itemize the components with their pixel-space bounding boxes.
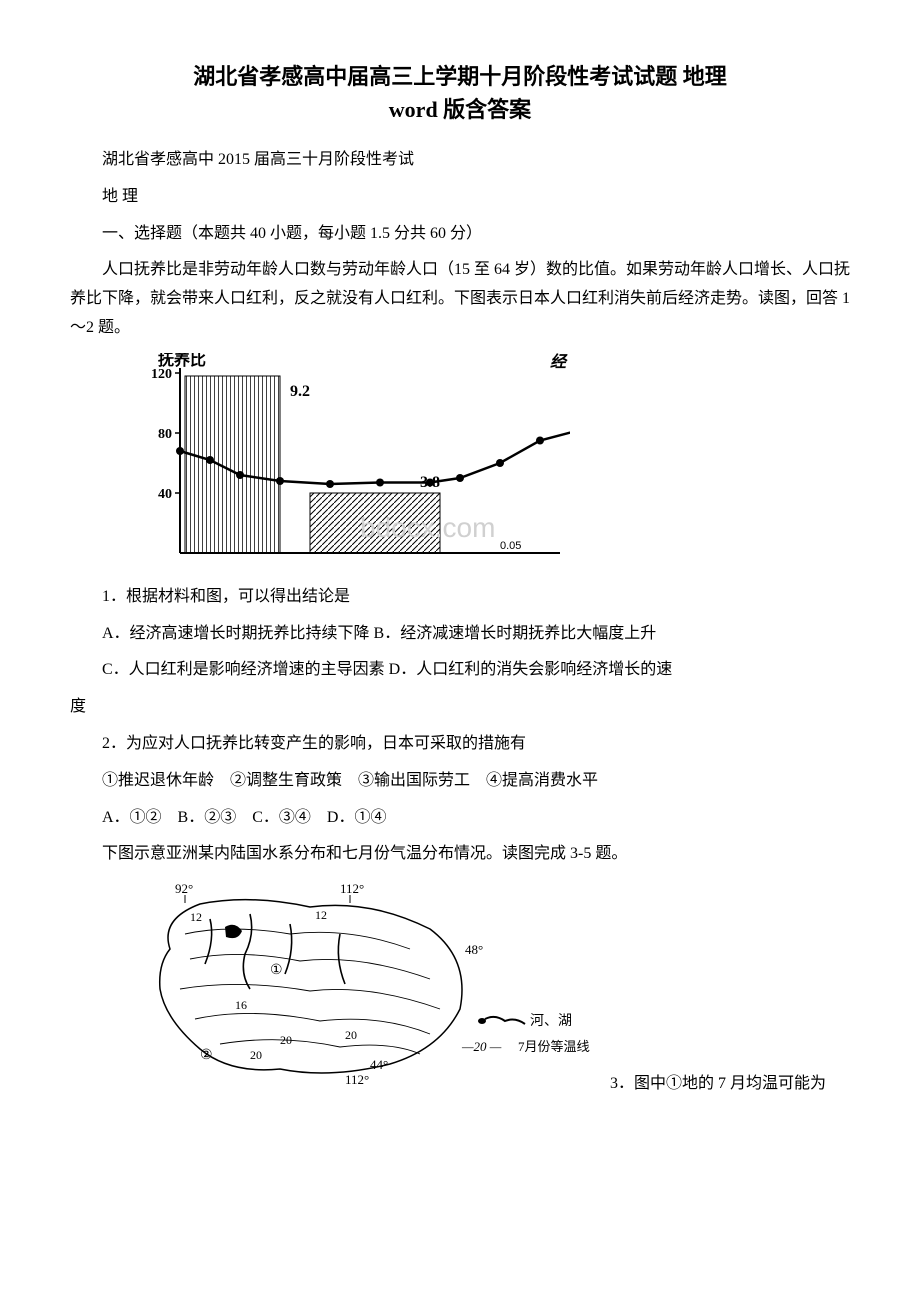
svg-text:抚养比: 抚养比 [158, 353, 206, 369]
svg-text:①: ① [270, 963, 283, 978]
question-1-ab: A．经济高速增长时期抚养比持续下降 B．经济减速增长时期抚养比大幅度上升 [70, 620, 850, 649]
svg-text:112°: 112° [345, 1072, 369, 1087]
section-heading: 一、选择题（本题共 40 小题，每小题 1.5 分共 60 分） [70, 220, 850, 249]
svg-text:12: 12 [315, 908, 327, 922]
svg-text:②: ② [200, 1048, 213, 1063]
svg-text:48°: 48° [465, 942, 483, 957]
svg-text:92°: 92° [175, 881, 193, 896]
svg-text:80: 80 [158, 427, 172, 442]
svg-text:20: 20 [280, 1033, 292, 1047]
question-2: 2．为应对人口抚养比转变产生的影响，日本可采取的措施有 [70, 730, 850, 759]
question-2-options: ①推迟退休年龄 ②调整生育政策 ③输出国际劳工 ④提高消费水平 [70, 767, 850, 796]
svg-text:7月份等温线/℃: 7月份等温线/℃ [518, 1039, 590, 1054]
subject: 地 理 [70, 183, 850, 212]
svg-text:120: 120 [151, 367, 172, 382]
svg-text:9.2: 9.2 [290, 383, 310, 400]
svg-text:0.05: 0.05 [500, 540, 521, 552]
question-1-cd-suffix: 度 [70, 693, 850, 722]
svg-text:—20 —: —20 — [461, 1039, 502, 1054]
svg-text:44°: 44° [370, 1057, 388, 1072]
svg-text:112°: 112° [340, 881, 364, 896]
svg-text:经: 经 [550, 353, 568, 371]
svg-text:40: 40 [158, 487, 172, 502]
intro-paragraph-2: 下图示意亚洲某内陆国水系分布和七月份气温分布情况。读图完成 3-5 题。 [70, 840, 850, 869]
map-figure: ①②92°112°48°44°112°121216202020河、湖—20 — … [130, 879, 850, 1099]
question-1-cd-prefix: C．人口红利是影响经济增速的主导因素 D．人口红利的消失会影响经济增长的速 [70, 656, 850, 685]
svg-text:20: 20 [345, 1028, 357, 1042]
chart-figure: 4080120抚养比经9.23.80.05 bdocx.com [130, 353, 850, 563]
title-line1: 湖北省孝感高中届高三上学期十月阶段性考试试题 地理 [193, 64, 727, 89]
intro-paragraph-1: 人口抚养比是非劳动年龄人口数与劳动年龄人口（15 至 64 岁）数的比值。如果劳… [70, 256, 850, 342]
svg-text:16: 16 [235, 998, 247, 1012]
svg-text:20: 20 [250, 1048, 262, 1062]
title-line2: word 版含答案 [389, 97, 531, 122]
question-3: 3．图中①地的 7 月均温可能为 [610, 1070, 826, 1099]
question-2-choices: A．①② B．②③ C．③④ D．①④ [70, 804, 850, 833]
subtitle: 湖北省孝感高中 2015 届高三十月阶段性考试 [70, 146, 850, 175]
svg-text:12: 12 [190, 910, 202, 924]
question-1: 1．根据材料和图，可以得出结论是 [70, 583, 850, 612]
svg-text:河、湖: 河、湖 [530, 1013, 572, 1029]
